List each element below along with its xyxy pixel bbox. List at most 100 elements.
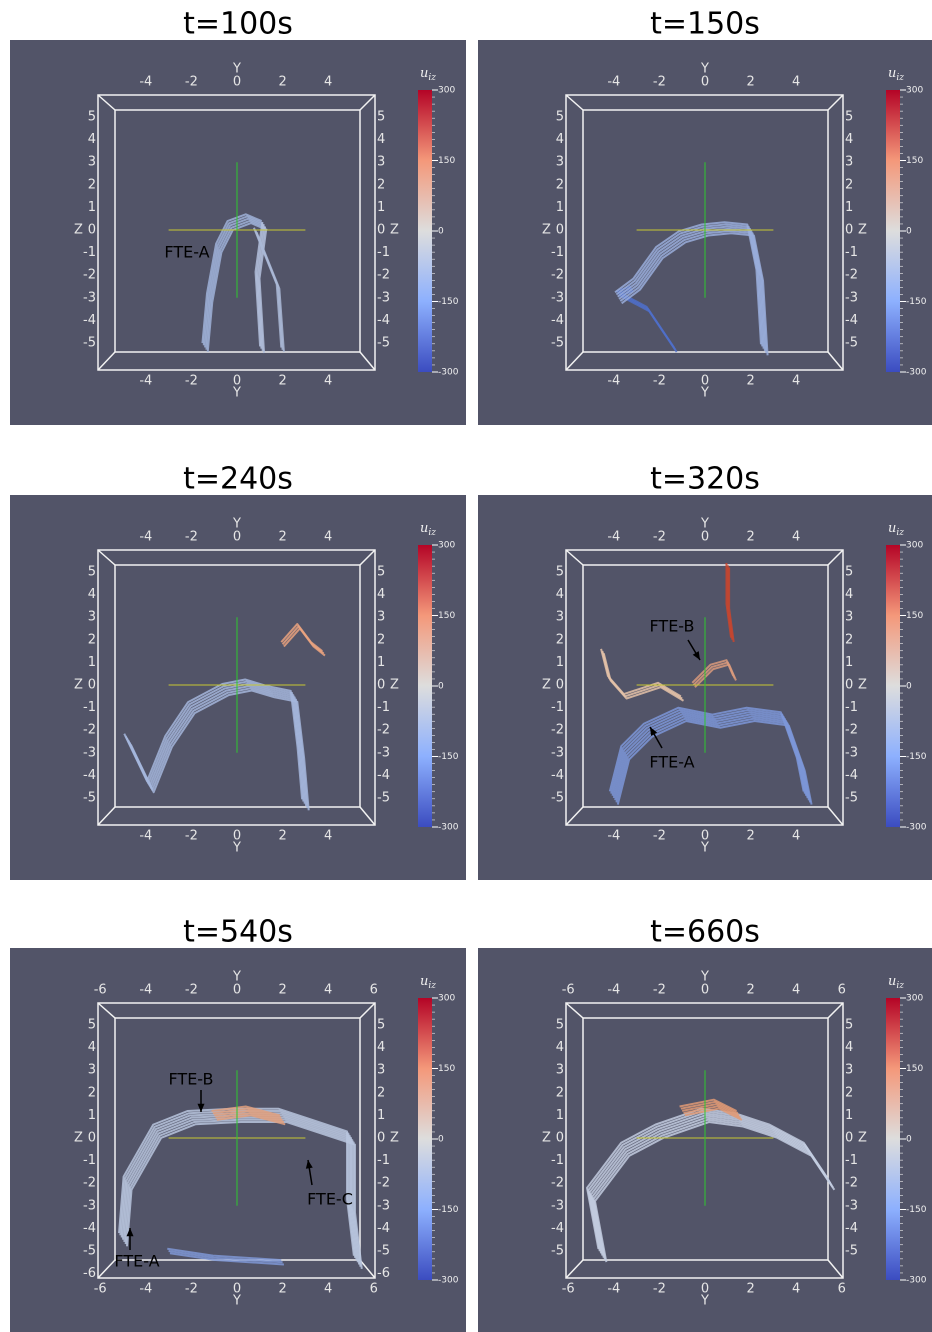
y-tick-label: -4 <box>139 829 152 844</box>
z-axis-label: Z <box>858 223 867 238</box>
y-tick-label: -6 <box>94 983 107 998</box>
z-tick-label: 5 <box>556 1018 564 1033</box>
z-tick-label: -2 <box>377 268 390 283</box>
z-axis-label: Z <box>542 223 551 238</box>
y-tick-label: -6 <box>562 983 575 998</box>
y-tick-label: 6 <box>838 983 846 998</box>
colorbar-subscript: iz <box>428 528 436 538</box>
z-tick-label: -2 <box>83 1176 96 1191</box>
z-tick-label: 1 <box>88 1108 96 1123</box>
y-tick-label: 6 <box>370 983 378 998</box>
annotation: FTE-A <box>649 753 694 772</box>
panel-title: t=320s <box>650 462 760 497</box>
z-tick-label: 5 <box>556 110 564 125</box>
z-tick-label: -1 <box>83 245 96 260</box>
y-axis-label: Y <box>232 62 241 77</box>
y-tick-label: -2 <box>653 983 666 998</box>
z-tick-label: -3 <box>845 1198 858 1213</box>
colorbar-symbol: u <box>420 521 428 536</box>
z-tick-label: 4 <box>556 132 564 147</box>
y-tick-label: 2 <box>278 374 286 389</box>
z-tick-label: 3 <box>377 155 385 170</box>
colorbar <box>886 90 900 372</box>
y-axis-label: Y <box>700 970 709 985</box>
y-tick-label: -4 <box>607 1282 620 1297</box>
z-tick-label: 5 <box>845 1018 853 1033</box>
z-tick-label: -3 <box>845 290 858 305</box>
colorbar-tick-label: -300 <box>906 368 927 378</box>
z-tick-label: 3 <box>845 610 853 625</box>
y-tick-label: -4 <box>139 530 152 545</box>
z-tick-label: -5 <box>377 1244 390 1259</box>
z-tick-label: -4 <box>377 313 390 328</box>
z-tick-label: -5 <box>845 791 858 806</box>
y-tick-label: 2 <box>746 829 754 844</box>
z-tick-label: 2 <box>845 177 853 192</box>
z-tick-label: -2 <box>551 268 564 283</box>
y-axis-label: Y <box>232 386 241 401</box>
y-tick-label: 2 <box>746 983 754 998</box>
z-tick-label: -2 <box>845 268 858 283</box>
colorbar-tick-label: 150 <box>906 156 923 166</box>
y-tick-label: -4 <box>607 530 620 545</box>
z-tick-label: 2 <box>377 1085 385 1100</box>
y-tick-label: -2 <box>185 374 198 389</box>
z-tick-label: 0 <box>377 678 385 693</box>
y-tick-label: 4 <box>324 530 332 545</box>
z-tick-label: -6 <box>377 1266 390 1281</box>
y-tick-label: 0 <box>233 75 241 90</box>
y-tick-label: 4 <box>324 1282 332 1297</box>
panel: -4-4-2-2002244YY554433221100-1-1-2-2-3-3… <box>10 40 466 425</box>
colorbar-tick-label: 300 <box>438 86 455 96</box>
colorbar-tick-label: -150 <box>438 297 459 307</box>
colorbar-symbol: u <box>888 521 896 536</box>
z-tick-label: 1 <box>845 200 853 215</box>
z-tick-label: 5 <box>845 565 853 580</box>
y-tick-label: 4 <box>792 829 800 844</box>
y-tick-label: -4 <box>607 829 620 844</box>
z-tick-label: 2 <box>88 177 96 192</box>
panel: -4-4-2-2002244YY554433221100-1-1-2-2-3-3… <box>478 495 932 880</box>
z-tick-label: 2 <box>88 1085 96 1100</box>
z-tick-label: 2 <box>556 177 564 192</box>
y-axis-label: Y <box>700 1294 709 1309</box>
z-tick-label: 0 <box>556 678 564 693</box>
colorbar-tick-label: -150 <box>906 1205 927 1215</box>
colorbar-tick-label: 300 <box>906 994 923 1004</box>
z-tick-label: 5 <box>556 565 564 580</box>
y-tick-label: -4 <box>139 75 152 90</box>
z-tick-label: 4 <box>845 587 853 602</box>
y-axis-label: Y <box>232 517 241 532</box>
z-tick-label: -4 <box>551 313 564 328</box>
y-tick-label: -2 <box>185 75 198 90</box>
z-tick-label: 0 <box>556 223 564 238</box>
colorbar-tick-label: -300 <box>438 368 459 378</box>
z-tick-label: 1 <box>845 1108 853 1123</box>
y-tick-label: -4 <box>139 983 152 998</box>
z-tick-label: 5 <box>377 110 385 125</box>
z-tick-label: 3 <box>88 1063 96 1078</box>
z-tick-label: -3 <box>551 745 564 760</box>
z-tick-label: -3 <box>377 745 390 760</box>
z-tick-label: 0 <box>845 1131 853 1146</box>
z-axis-label: Z <box>542 1131 551 1146</box>
z-tick-label: 1 <box>377 655 385 670</box>
y-tick-label: -4 <box>139 374 152 389</box>
z-tick-label: 4 <box>556 587 564 602</box>
z-tick-label: 2 <box>556 1085 564 1100</box>
annotation: FTE-B <box>169 1070 214 1089</box>
y-tick-label: 0 <box>701 75 709 90</box>
z-tick-label: 4 <box>377 587 385 602</box>
z-tick-label: -5 <box>551 336 564 351</box>
z-tick-label: -5 <box>845 336 858 351</box>
colorbar-tick-label: 300 <box>906 86 923 96</box>
colorbar-tick-label: -300 <box>906 823 927 833</box>
z-tick-label: -5 <box>845 1244 858 1259</box>
colorbar <box>886 545 900 827</box>
z-tick-label: 1 <box>556 655 564 670</box>
z-tick-label: 1 <box>556 1108 564 1123</box>
colorbar-symbol: u <box>888 66 896 81</box>
colorbar-tick-label: 150 <box>906 611 923 621</box>
z-tick-label: -2 <box>551 1176 564 1191</box>
colorbar-tick-label: 0 <box>906 682 912 692</box>
